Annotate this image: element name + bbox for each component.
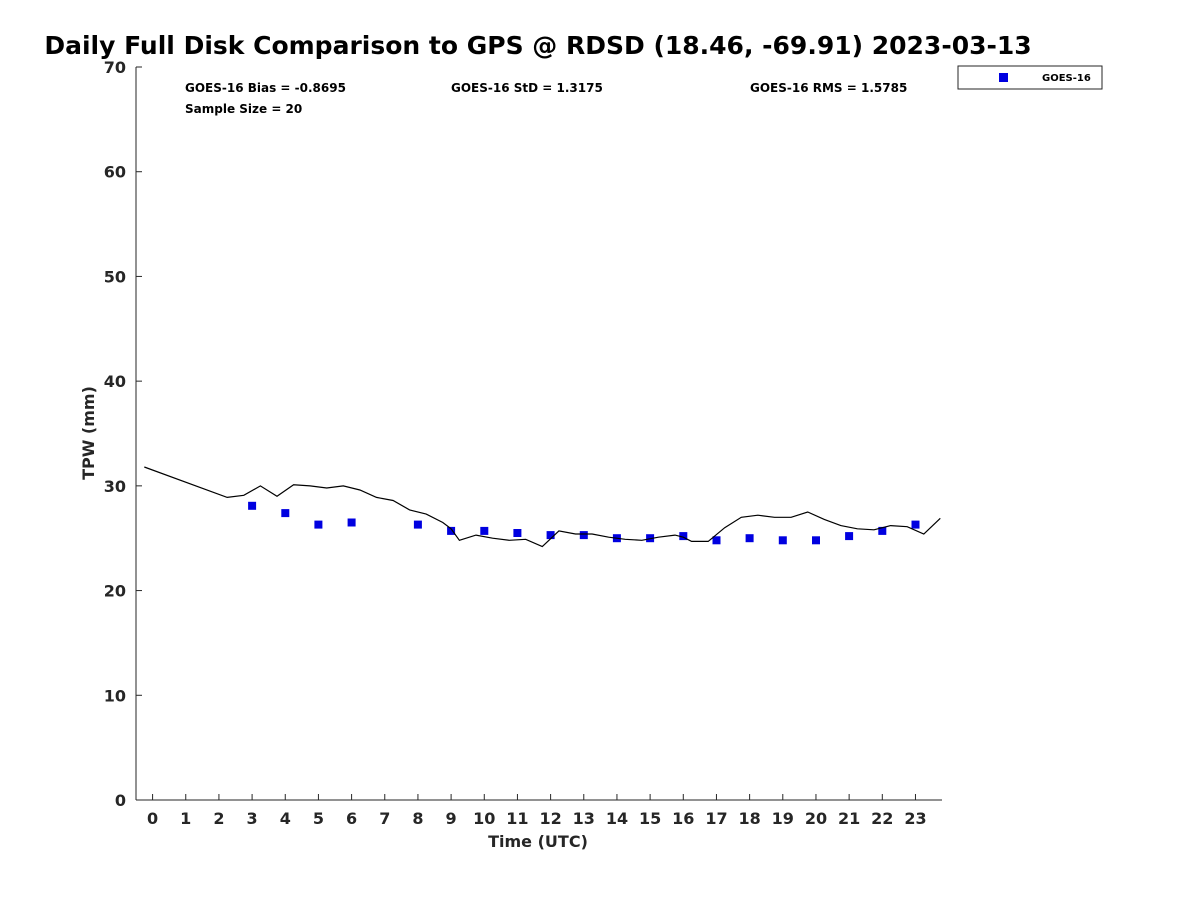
- y-tick-label: 60: [104, 163, 126, 182]
- goes16-point: [579, 531, 588, 540]
- legend-label: GOES-16: [1042, 73, 1091, 84]
- goes16-point: [845, 532, 854, 541]
- x-tick-label: 11: [506, 809, 528, 828]
- x-axis-label: Time (UTC): [488, 832, 588, 851]
- x-tick-label: 15: [639, 809, 661, 828]
- goes16-point: [745, 534, 754, 543]
- y-axis-label: TPW (mm): [79, 386, 98, 480]
- goes16-point: [413, 520, 422, 529]
- x-tick-label: 13: [573, 809, 595, 828]
- y-tick-label: 40: [104, 372, 126, 391]
- goes16-point: [281, 509, 290, 518]
- x-tick-label: 19: [772, 809, 794, 828]
- x-ticks: 0 1 2 3 4 5 6 7 8 9 10 11 12 13 14 15 16 17 18 19 20 21 22 23: [147, 794, 927, 828]
- goes16-point: [911, 520, 920, 529]
- goes16-point: [712, 536, 721, 545]
- y-tick-label: 10: [104, 686, 126, 705]
- stat-bias: GOES-16 Bias = -0.8695: [185, 81, 346, 95]
- x-tick-label: 6: [346, 809, 357, 828]
- x-tick-label: 0: [147, 809, 158, 828]
- legend-marker: [999, 73, 1008, 82]
- goes16-point: [812, 536, 820, 545]
- goes16-point: [480, 526, 489, 535]
- goes16-point: [679, 532, 688, 541]
- x-tick-label: 17: [705, 809, 727, 828]
- x-tick-label: 22: [871, 809, 893, 828]
- goes16-point: [314, 520, 323, 529]
- x-tick-label: 16: [672, 809, 694, 828]
- goes16-point: [778, 536, 787, 545]
- goes16-point: [347, 518, 356, 527]
- stat-std: GOES-16 StD = 1.3175: [451, 81, 603, 95]
- legend: GOES-16: [957, 65, 1103, 90]
- goes16-point: [546, 531, 555, 540]
- y-tick-label: 0: [115, 791, 126, 810]
- x-tick-label: 9: [446, 809, 457, 828]
- x-tick-label: 2: [213, 809, 224, 828]
- goes16-point: [248, 501, 257, 510]
- x-tick-label: 12: [539, 809, 561, 828]
- y-tick-label: 20: [104, 582, 126, 601]
- legend-box: [957, 65, 1103, 90]
- gps-tpw-line: [144, 466, 941, 548]
- x-tick-label: 14: [606, 809, 628, 828]
- goes16-point: [513, 529, 522, 537]
- x-tick-label: 3: [247, 809, 258, 828]
- goes16-point: [447, 526, 456, 535]
- x-tick-label: 23: [904, 809, 926, 828]
- series-layer: [144, 466, 941, 548]
- goes16-point: [878, 526, 887, 535]
- y-tick-label: 30: [104, 477, 126, 496]
- x-tick-label: 8: [412, 809, 423, 828]
- x-tick-label: 7: [379, 809, 390, 828]
- x-tick-label: 21: [838, 809, 860, 828]
- x-tick-label: 20: [805, 809, 827, 828]
- x-tick-label: 5: [313, 809, 324, 828]
- y-ticks: 0 10 20 30 40 50 60 70: [104, 58, 142, 810]
- chart-title: Daily Full Disk Comparison to GPS @ RDSD…: [44, 31, 1031, 60]
- stat-rms: GOES-16 RMS = 1.5785: [750, 81, 907, 95]
- plot-frame: [135, 67, 942, 801]
- x-tick-label: 18: [738, 809, 760, 828]
- x-tick-label: 1: [180, 809, 191, 828]
- stat-sample-size: Sample Size = 20: [185, 102, 302, 116]
- y-tick-label: 70: [104, 58, 126, 77]
- y-tick-label: 50: [104, 267, 126, 286]
- x-tick-label: 10: [473, 809, 495, 828]
- x-tick-label: 4: [280, 809, 291, 828]
